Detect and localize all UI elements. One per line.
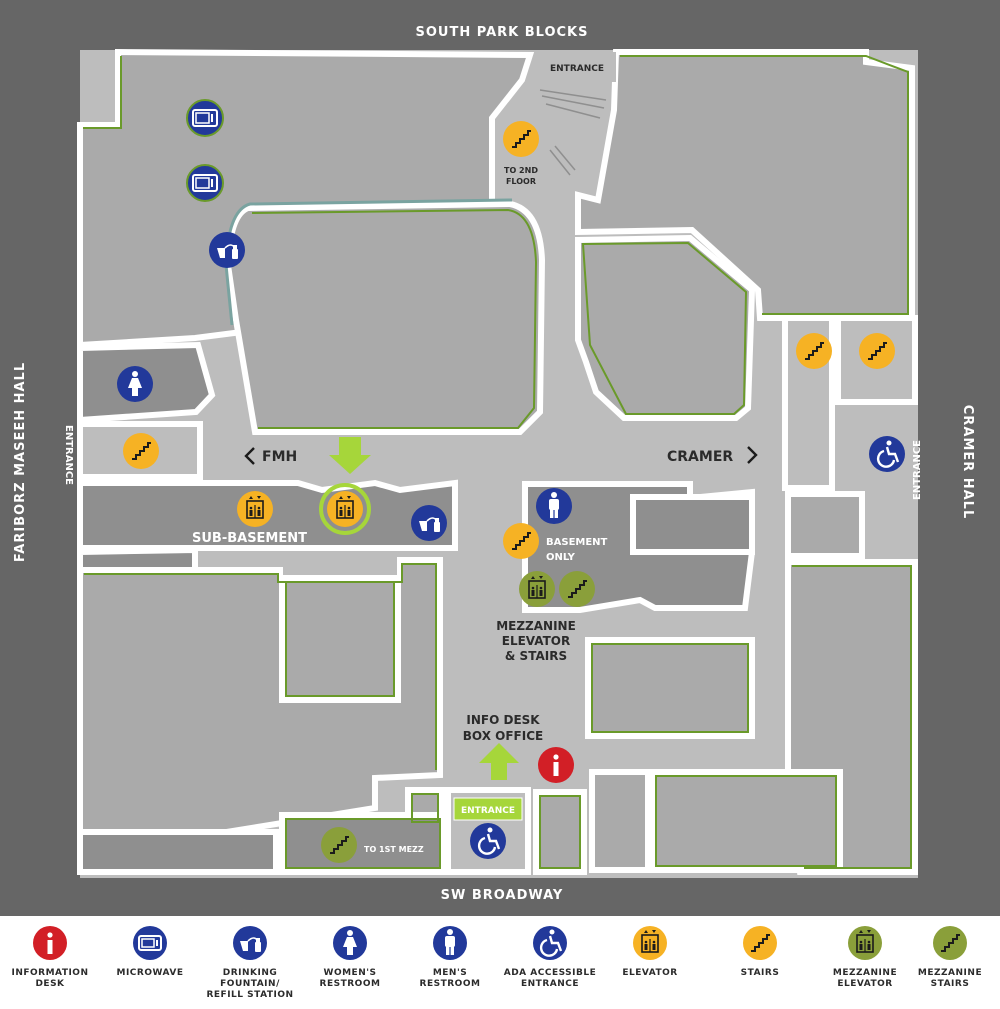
stairs-icon	[123, 433, 159, 469]
legend-item-mezzanine-stairs: MEZZANINE STAIRS	[900, 926, 1000, 990]
to-2nd-floor-label-2: FLOOR	[506, 177, 536, 186]
legend-label: INFORMATION DESK	[11, 968, 89, 989]
mens-restroom-icon	[536, 488, 572, 524]
legend-item-ada-entrance: ADA ACCESSIBLE ENTRANCE	[500, 926, 600, 990]
mezzanine-label-1: MEZZANINE	[496, 619, 576, 633]
legend-item-mezzanine-elevator: MEZZANINE ELEVATOR	[815, 926, 915, 990]
legend-item-womens-restroom: WOMEN'S RESTROOM	[300, 926, 400, 990]
info-icon	[538, 747, 574, 783]
stairs-icon	[743, 926, 777, 960]
mezzanine-stairs-icon	[933, 926, 967, 960]
mezzanine-label-3: & STAIRS	[505, 649, 567, 663]
sub-basement-label: SUB-BASEMENT	[192, 531, 307, 546]
basement-only-label-1: BASEMENT	[546, 537, 608, 548]
info-icon	[33, 926, 67, 960]
entrance-up-arrow-icon	[479, 743, 519, 780]
legend-label: ADA ACCESSIBLE ENTRANCE	[503, 968, 597, 989]
mezzanine-stairs-icon	[559, 571, 595, 607]
legend-item-mens-restroom: MEN'S RESTROOM	[400, 926, 500, 990]
legend-label: MEZZANINE ELEVATOR	[832, 968, 898, 989]
drinking-fountain-icon	[233, 926, 267, 960]
current-elevator-icon	[319, 483, 371, 535]
mezzanine-elevator-icon	[848, 926, 882, 960]
womens-restroom-icon	[117, 366, 153, 402]
mens-restroom-icon	[433, 926, 467, 960]
street-left: FARIBORZ MASEEH HALL	[13, 362, 28, 562]
mezzanine-elevator-icon	[519, 571, 555, 607]
entrance-top-label: ENTRANCE	[550, 64, 604, 74]
stairs-icon	[503, 523, 539, 559]
street-bottom: SW BROADWAY	[441, 888, 564, 903]
stairs-icon	[859, 333, 895, 369]
cramer-arrow-icon	[747, 446, 758, 464]
drinking-fountain-icon	[411, 505, 447, 541]
microwave-icon	[186, 99, 224, 137]
womens-restroom-icon	[333, 926, 367, 960]
entrance-left-label: ENTRANCE	[63, 425, 74, 485]
entrance-bottom-badge	[453, 797, 523, 821]
ada-icon	[533, 926, 567, 960]
ada-icon	[869, 436, 905, 472]
street-top: SOUTH PARK BLOCKS	[415, 25, 588, 40]
entrance-bottom-label: ENTRANCE	[461, 806, 515, 816]
info-desk-label: INFO DESK	[466, 713, 540, 727]
legend-item-information-desk: INFORMATION DESK	[0, 926, 100, 990]
legend-label: ELEVATOR	[622, 968, 678, 978]
you-are-here-down-arrow-icon	[329, 437, 371, 474]
fmh-label: FMH	[262, 449, 297, 465]
ada-icon	[470, 823, 506, 859]
stairs-icon	[503, 121, 539, 157]
floor-map: SOUTH PARK BLOCKS SW BROADWAY FARIBORZ M…	[0, 0, 1000, 916]
elevator-icon	[237, 491, 273, 527]
cramer-label: CRAMER	[667, 449, 733, 465]
legend-label: MEZZANINE STAIRS	[917, 968, 983, 989]
legend-item-microwave: MICROWAVE	[100, 926, 200, 979]
elevator-icon	[633, 926, 667, 960]
box-office-label: BOX OFFICE	[463, 729, 543, 743]
legend-item-drinking-fountain: DRINKING FOUNTAIN/ REFILL STATION	[200, 926, 300, 1001]
street-right: CRAMER HALL	[960, 405, 975, 519]
mezzanine-stairs-icon	[321, 827, 357, 863]
to-1st-mezz-label: TO 1ST MEZZ	[364, 845, 424, 854]
basement-only-label-2: ONLY	[546, 552, 576, 563]
legend-item-elevator: ELEVATOR	[600, 926, 700, 979]
microwave-icon	[133, 926, 167, 960]
legend-label: MEN'S RESTROOM	[419, 968, 481, 989]
legend-label: STAIRS	[740, 968, 780, 978]
drinking-fountain-icon	[209, 232, 245, 268]
fmh-arrow-icon	[244, 447, 255, 465]
legend-label: DRINKING FOUNTAIN/ REFILL STATION	[206, 968, 294, 1000]
legend-label: MICROWAVE	[116, 968, 184, 978]
stairs-icon	[796, 333, 832, 369]
entrance-right-label: ENTRANCE	[912, 440, 923, 500]
to-2nd-floor-label-1: TO 2ND	[504, 166, 538, 175]
mezzanine-label-2: ELEVATOR	[502, 634, 571, 648]
legend-item-stairs: STAIRS	[710, 926, 810, 979]
legend-label: WOMEN'S RESTROOM	[319, 968, 381, 989]
microwave-icon	[186, 164, 224, 202]
legend: INFORMATION DESK MICROWAVE DRINKING FOUN…	[0, 916, 1000, 1009]
